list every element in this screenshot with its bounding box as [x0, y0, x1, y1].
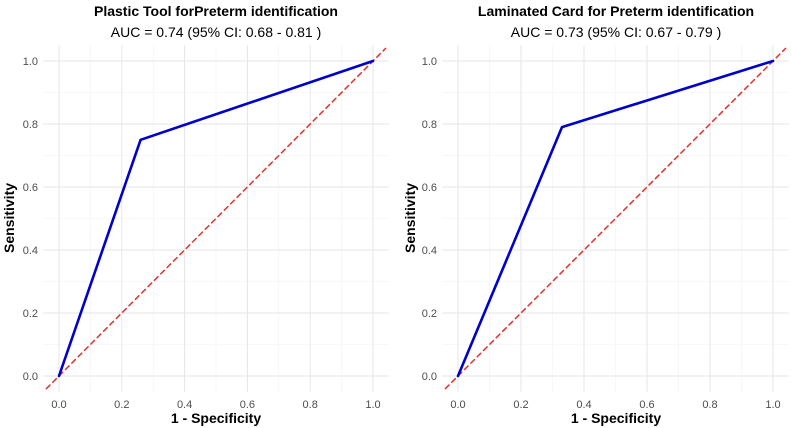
x-tick-label: 0.4: [576, 399, 591, 411]
roc-curve: [456, 59, 775, 378]
y-tick-label: 0.6: [422, 182, 437, 194]
x-tick-label: 0.2: [513, 399, 528, 411]
x-tick-label: 0.6: [240, 399, 255, 411]
reference-diagonal-line: [444, 47, 787, 390]
reference-diagonal-line: [45, 47, 387, 390]
y-tick-label: 0.4: [23, 245, 38, 257]
y-tick-label: 1.0: [422, 56, 437, 68]
y-tick-label: 0.2: [422, 308, 437, 320]
chart-subtitle: AUC = 0.74 (95% CI: 0.68 - 0.81 ): [111, 24, 322, 40]
y-axis-title: Sensitivity: [402, 183, 418, 253]
roc-curve: [57, 59, 375, 378]
chart-panel-laminated-card: Laminated Card for Preterm identificatio…: [402, 3, 754, 426]
x-tick-label: 1.0: [765, 399, 780, 411]
x-tick-label: 0.0: [450, 399, 465, 411]
y-tick-label: 0.2: [23, 308, 38, 320]
x-tick-label: 0.2: [114, 399, 129, 411]
y-tick-label: 0.4: [422, 245, 437, 257]
y-tick-label: 0.8: [422, 119, 437, 131]
x-axis-title: 1 - Specificity: [571, 410, 661, 426]
x-tick-label: 0.8: [702, 399, 717, 411]
x-tick-label: 0.0: [51, 399, 66, 411]
y-tick-label: 0.0: [422, 371, 437, 383]
x-tick-label: 0.4: [177, 399, 192, 411]
x-tick-label: 0.8: [303, 399, 318, 411]
y-tick-label: 0.8: [23, 119, 38, 131]
plot-area-1: 0.0 0.0 0.2 0.2 0.4 0.4 0.6 0.6 0.8 0.8 1.0 1.0: [422, 45, 789, 411]
x-tick-label: 0.6: [639, 399, 654, 411]
chart-subtitle: AUC = 0.73 (95% CI: 0.67 - 0.79 ): [511, 24, 722, 40]
x-tick-label: 1.0: [365, 399, 380, 411]
x-axis-title: 1 - Specificity: [171, 410, 261, 426]
y-tick-label: 1.0: [23, 56, 38, 68]
plot-area-0: 0.0 0.0 0.2 0.2 0.4 0.4 0.6 0.6 0.8 0.8 1.0 1.0: [23, 45, 389, 411]
chart-title: Laminated Card for Preterm identificatio…: [478, 3, 754, 19]
y-tick-label: 0.6: [23, 182, 38, 194]
y-axis-title: Sensitivity: [1, 183, 17, 253]
chart-title: Plastic Tool forPreterm identification: [94, 3, 338, 19]
y-tick-label: 0.0: [23, 371, 38, 383]
chart-panel-plastic-tool: Plastic Tool forPreterm identification A…: [1, 3, 338, 426]
